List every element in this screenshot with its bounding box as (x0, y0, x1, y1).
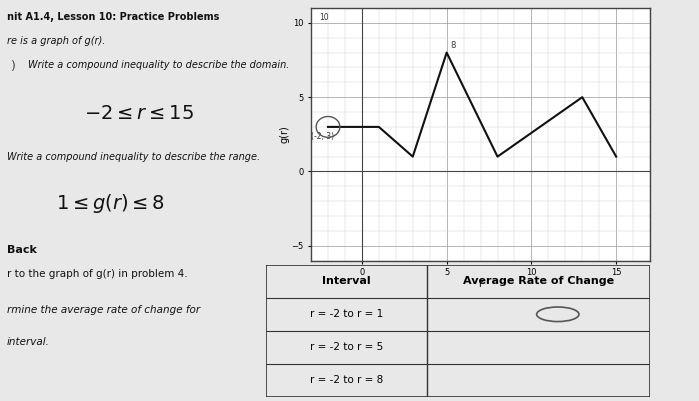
Text: r = -2 to r = 5: r = -2 to r = 5 (310, 342, 383, 352)
Text: Interval: Interval (322, 276, 370, 286)
Text: ): ) (10, 60, 15, 73)
Text: 10: 10 (319, 13, 329, 22)
Text: rmine the average rate of change for: rmine the average rate of change for (7, 305, 200, 315)
Text: nit A1.4, Lesson 10: Practice Problems: nit A1.4, Lesson 10: Practice Problems (7, 12, 219, 22)
Text: Back: Back (7, 245, 37, 255)
Text: Write a compound inequality to describe the domain.: Write a compound inequality to describe … (28, 60, 289, 70)
Text: $1 \leq g(r) \leq 8$: $1 \leq g(r) \leq 8$ (56, 192, 165, 215)
Text: r = -2 to r = 1: r = -2 to r = 1 (310, 309, 383, 319)
X-axis label: r: r (479, 279, 482, 289)
Text: $-2 \leq r \leq 15$: $-2 \leq r \leq 15$ (84, 104, 194, 123)
Y-axis label: g(r): g(r) (280, 126, 290, 143)
Text: 8: 8 (450, 41, 456, 50)
Text: Average Rate of Change: Average Rate of Change (463, 276, 614, 286)
Text: r to the graph of g(r) in problem 4.: r to the graph of g(r) in problem 4. (7, 269, 187, 279)
Text: interval.: interval. (7, 337, 50, 347)
Text: Write a compound inequality to describe the range.: Write a compound inequality to describe … (7, 152, 260, 162)
Text: (-2, 3): (-2, 3) (311, 132, 334, 141)
Text: r = -2 to r = 8: r = -2 to r = 8 (310, 375, 383, 385)
Text: re is a graph of g(r).: re is a graph of g(r). (7, 36, 106, 46)
